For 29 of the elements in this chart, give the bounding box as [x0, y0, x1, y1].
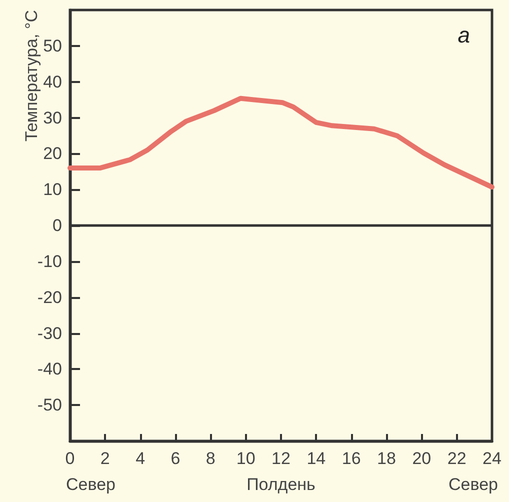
- y-tick-label: -20: [37, 288, 62, 307]
- x-tick-label: 18: [377, 449, 396, 468]
- y-tick-label: -10: [37, 252, 62, 271]
- x-tick-label: 24: [482, 449, 502, 468]
- y-tick-label: -40: [37, 360, 62, 379]
- x-tick-label: 12: [272, 449, 290, 468]
- x-tick-label: 8: [206, 449, 216, 468]
- y-tick-label: -30: [37, 324, 62, 343]
- x-tick-label: 14: [306, 449, 326, 468]
- x-tick-label: 10: [236, 449, 256, 468]
- y-tick-label: 0: [52, 216, 62, 235]
- x-tick-label: 0: [65, 449, 75, 468]
- y-tick-label: 40: [43, 72, 62, 92]
- y-tick-label: 30: [43, 108, 62, 128]
- annotation: а: [458, 22, 470, 48]
- text: Полдень: [246, 475, 316, 494]
- text: Север: [448, 475, 498, 494]
- x-tick-label: 16: [342, 449, 361, 468]
- text: Север: [66, 475, 116, 494]
- x-tick-label: 20: [412, 449, 432, 468]
- y-tick-label: 10: [43, 180, 62, 200]
- y-tick-label: 50: [43, 36, 62, 56]
- y-tick-label: -50: [37, 396, 62, 415]
- x-tick-label: 4: [136, 449, 146, 468]
- x-tick-label: 6: [170, 449, 180, 468]
- x-tick-label: 22: [447, 449, 466, 468]
- x-tick-label: 2: [100, 449, 110, 468]
- y-axis-title: Температура, °C: [22, 10, 41, 142]
- y-tick-label: 20: [43, 144, 62, 164]
